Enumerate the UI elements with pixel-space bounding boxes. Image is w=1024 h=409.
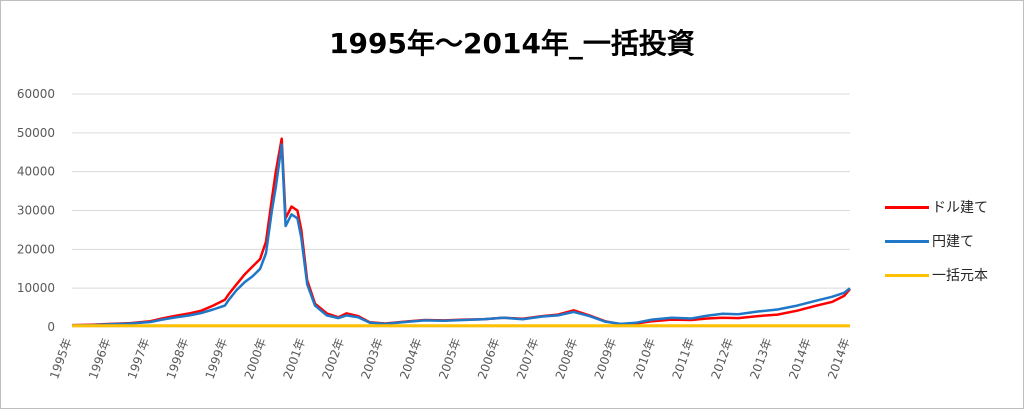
x-tick-label: 2012年 <box>708 336 736 381</box>
x-tick-label: 2010年 <box>631 336 659 381</box>
y-tick-label: 50000 <box>17 126 55 140</box>
series-lines <box>71 137 851 328</box>
x-tick-label: 2005年 <box>436 336 464 381</box>
x-tick-label: 2006年 <box>475 336 503 381</box>
chart-title: 1995年～2014年_一括投資 <box>329 27 695 60</box>
y-tick-label: 30000 <box>17 204 55 218</box>
x-tick-label: 1997年 <box>125 336 153 381</box>
x-tick-label: 1996年 <box>86 336 114 381</box>
y-axis-tick-labels: 0 10000 20000 30000 40000 50000 60000 <box>17 87 55 334</box>
legend-swatch-yen <box>885 240 929 243</box>
y-tick-label: 10000 <box>17 281 55 295</box>
legend-label-dollar: ドル建て <box>932 200 988 216</box>
x-tick-label: 1999年 <box>203 336 231 381</box>
x-axis-tick-labels: 1995年 1996年 1997年 1998年 1999年 2000年 2001年 2002年… <box>47 336 853 381</box>
x-tick-label: 2002年 <box>319 336 347 381</box>
legend-label-principal: 一括元本 <box>932 268 988 284</box>
x-tick-label: 1998年 <box>164 336 192 381</box>
x-tick-label: 1995年 <box>47 336 75 381</box>
x-tick-label: 2008年 <box>553 336 581 381</box>
x-tick-label: 2009年 <box>592 336 620 381</box>
x-tick-label: 2003年 <box>358 336 386 381</box>
x-tick-label: 2013年 <box>747 336 775 381</box>
y-tick-label: 0 <box>47 320 55 334</box>
series-line-1 <box>71 143 851 327</box>
x-tick-label: 2001年 <box>281 336 309 381</box>
x-tick-label: 2011年 <box>670 336 698 381</box>
y-tick-label: 60000 <box>17 87 55 101</box>
grid-lines <box>72 93 850 328</box>
x-tick-label: 2014年 <box>786 336 814 381</box>
legend-swatch-principal <box>885 274 929 277</box>
x-tick-label: 2007年 <box>514 336 542 381</box>
y-tick-label: 20000 <box>17 242 55 256</box>
series-line-0 <box>71 137 851 327</box>
x-tick-label: 2004年 <box>397 336 425 381</box>
x-tick-label: 2000年 <box>242 336 270 381</box>
x-tick-label: 2014年 <box>825 336 853 381</box>
y-tick-label: 40000 <box>17 165 55 179</box>
legend-label-yen: 円建て <box>932 234 974 250</box>
legend-swatch-dollar <box>885 206 929 209</box>
